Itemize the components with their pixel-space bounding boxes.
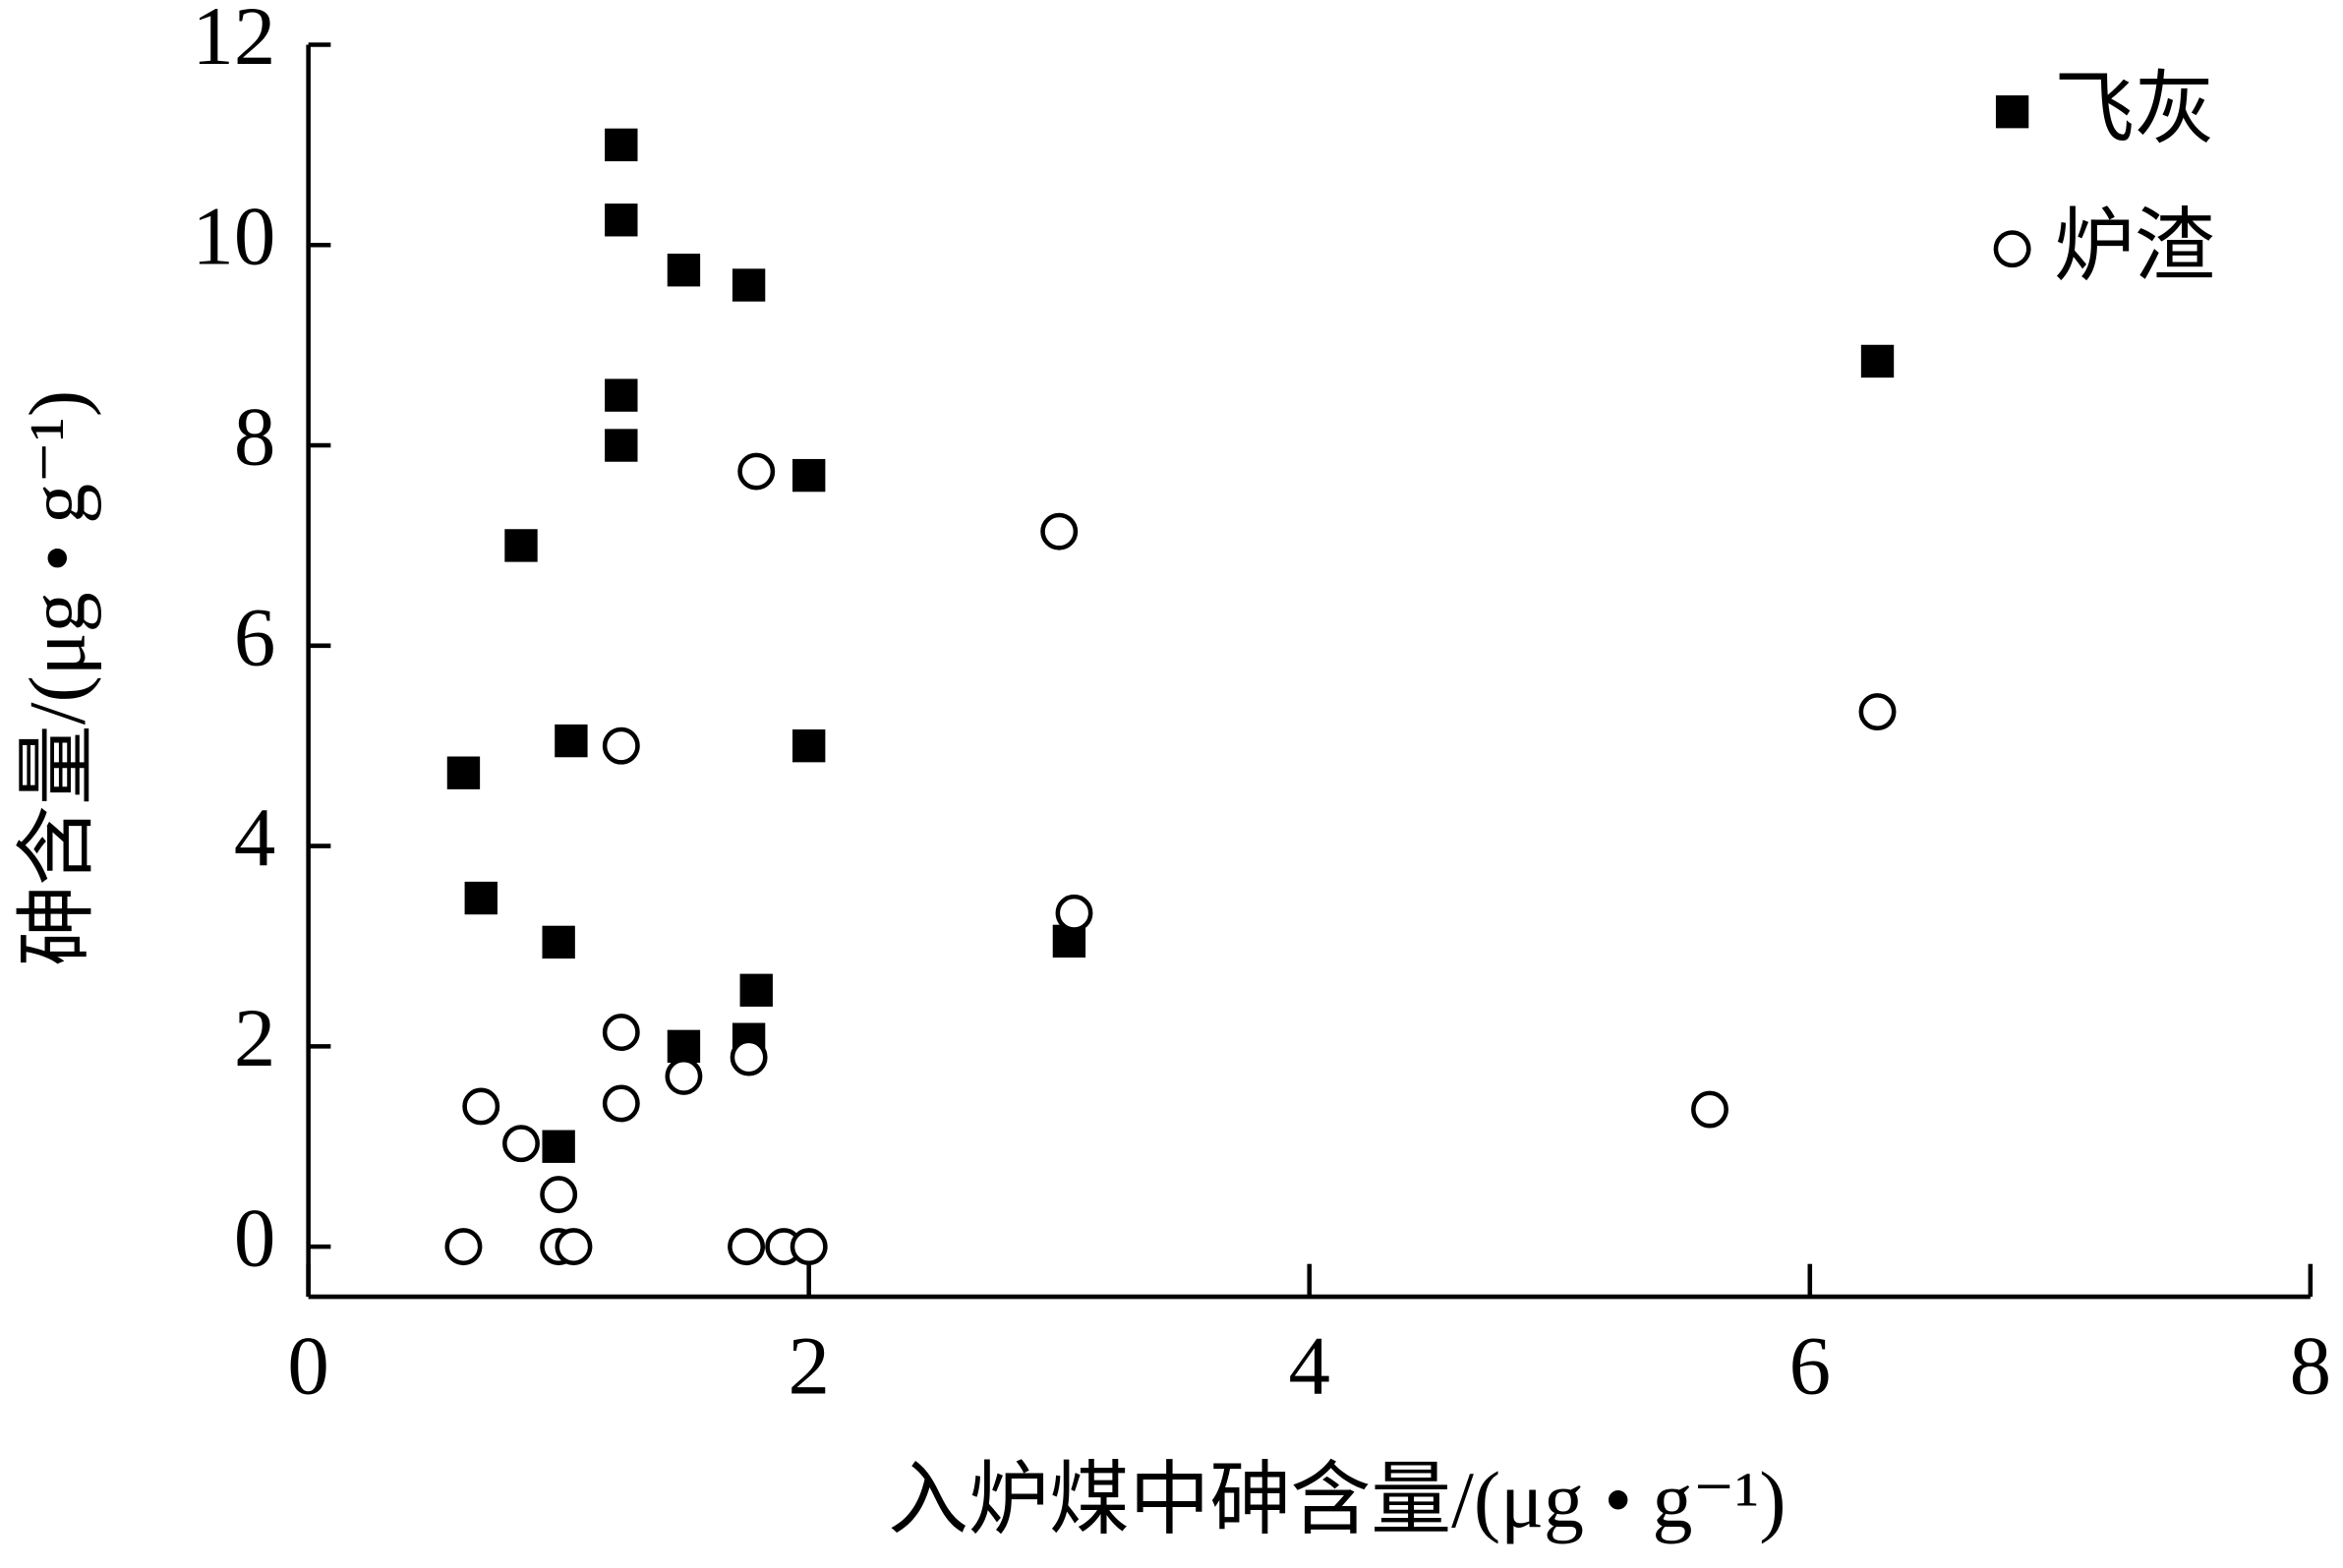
y-tick-label: 2: [234, 992, 275, 1084]
x-tick-label: 6: [1789, 1319, 1831, 1412]
point: [737, 452, 776, 491]
point: [739, 973, 773, 1007]
point: [1858, 693, 1897, 730]
point: [730, 1038, 768, 1076]
x-tick-label: 8: [2290, 1319, 2331, 1412]
point: [728, 1228, 766, 1266]
point: [792, 458, 826, 493]
point: [540, 1176, 578, 1214]
point: [665, 1057, 703, 1095]
legend-label: 炉渣: [2054, 202, 2215, 291]
x-tick-label: 2: [788, 1319, 829, 1412]
point: [504, 529, 538, 562]
x-axis-label: 入炉煤中砷含量/(μg • g⁻¹): [888, 1455, 1786, 1544]
point: [667, 254, 701, 287]
point: [1040, 512, 1079, 551]
y-tick-label: 12: [192, 0, 275, 83]
legend-marker: [1995, 95, 2029, 129]
x-tick-label: 0: [287, 1319, 328, 1412]
point: [605, 429, 638, 462]
point: [792, 729, 826, 763]
y-tick-label: 0: [234, 1192, 275, 1285]
point: [464, 881, 498, 915]
point: [732, 268, 766, 302]
y-axis-label: 砷含量/(μg • g⁻¹): [12, 390, 101, 966]
y-tick-label: 10: [192, 191, 275, 283]
point: [462, 1087, 500, 1126]
point: [602, 1014, 640, 1052]
legend-marker: [1993, 230, 2031, 268]
point: [602, 726, 640, 765]
point: [542, 925, 575, 959]
y-tick-label: 4: [234, 791, 275, 884]
point: [667, 1029, 701, 1064]
point: [555, 724, 588, 758]
y-tick-label: 8: [234, 391, 275, 484]
point: [605, 378, 638, 412]
legend-label: 飞灰: [2054, 65, 2215, 154]
point: [602, 1084, 640, 1123]
point: [502, 1125, 540, 1163]
point: [605, 203, 638, 237]
point: [1055, 894, 1093, 932]
point: [446, 756, 481, 789]
point: [1860, 344, 1895, 378]
point: [1691, 1090, 1728, 1129]
point: [542, 1130, 575, 1163]
point: [444, 1228, 483, 1266]
x-tick-label: 4: [1289, 1319, 1330, 1412]
point: [605, 128, 638, 162]
y-tick-label: 6: [234, 591, 275, 683]
point: [555, 1228, 593, 1266]
point: [790, 1228, 828, 1266]
